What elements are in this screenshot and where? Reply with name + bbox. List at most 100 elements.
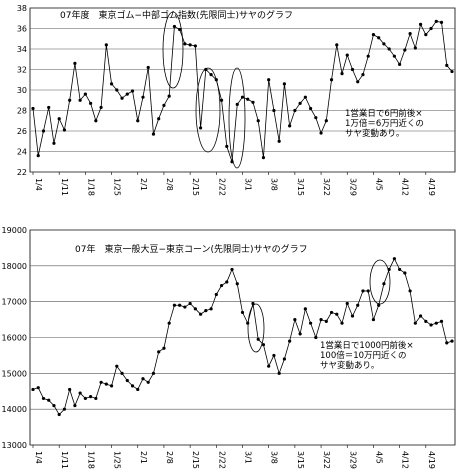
point [219, 283, 224, 288]
point [188, 43, 192, 47]
point [324, 119, 328, 123]
point [288, 339, 292, 343]
point [62, 407, 67, 411]
point [240, 310, 245, 315]
x-tick-label: 3/1 [244, 451, 253, 464]
point [261, 343, 266, 347]
x-tick-label: 2/22 [217, 451, 226, 469]
point [57, 117, 61, 121]
point [115, 88, 119, 92]
point [214, 292, 218, 297]
point [83, 92, 87, 96]
point [314, 116, 318, 120]
x-tick-label: 1/18 [86, 451, 95, 469]
point [408, 289, 412, 293]
point [251, 301, 255, 306]
point [141, 377, 145, 381]
point [78, 98, 82, 102]
point [125, 92, 129, 96]
point [366, 289, 370, 293]
point [429, 26, 433, 31]
x-tick-label: 4/19 [427, 178, 436, 196]
point [303, 307, 307, 311]
point [277, 139, 281, 143]
y-tick-label: 24 [17, 148, 27, 157]
point [47, 105, 51, 110]
y-tick-label: 16000 [2, 334, 27, 343]
x-tick-label: 3/1 [244, 178, 253, 191]
point [41, 129, 46, 133]
point [272, 108, 276, 113]
x-tick-label: 3/29 [348, 451, 357, 469]
point [104, 43, 108, 47]
point [136, 119, 140, 123]
point [193, 44, 197, 48]
x-tick-label: 1/25 [113, 451, 122, 469]
point [303, 95, 307, 99]
point [267, 78, 271, 82]
point [130, 89, 135, 93]
x-tick-label: 1/11 [60, 178, 69, 196]
point [94, 119, 98, 123]
chart-title: 07年度 東京ゴム−中部ゴム指数(先限同士)サヤのグラフ [60, 9, 293, 21]
point [115, 364, 119, 368]
point [398, 267, 402, 272]
annotation: 1万倍＝6万円近くの [345, 118, 424, 129]
x-tick-label: 1/11 [60, 451, 69, 469]
x-tick-label: 3/15 [296, 178, 305, 196]
x-tick-label: 3/8 [270, 178, 279, 191]
annotation: サヤ変動あり。 [345, 128, 404, 139]
x-tick-label: 2/15 [191, 178, 200, 196]
point [146, 65, 150, 70]
point [298, 332, 302, 336]
point [73, 403, 77, 408]
y-tick-label: 28 [17, 107, 27, 116]
point [424, 33, 428, 37]
point [183, 305, 187, 309]
x-tick-label: 1/18 [86, 178, 95, 196]
point [377, 303, 381, 307]
point [162, 103, 166, 107]
chart-title: 07年 東京一般大豆−東京コーン(先限同士)サヤのグラフ [75, 243, 308, 255]
point [319, 131, 323, 135]
point [151, 132, 156, 136]
point [162, 346, 166, 350]
point [350, 314, 355, 318]
point [120, 371, 124, 375]
point [68, 98, 72, 102]
point [439, 319, 444, 323]
point [418, 314, 423, 318]
point [52, 141, 56, 145]
point [408, 32, 412, 36]
point [256, 337, 260, 341]
point [89, 395, 93, 399]
point [392, 54, 396, 58]
point [31, 387, 35, 392]
point [36, 154, 40, 158]
point [240, 95, 245, 99]
chart: 13000 14000 15000 16000 17000 18000 19000 1/4 1/… [2, 226, 456, 469]
x-tick-label: 4/5 [374, 451, 383, 464]
point [256, 119, 260, 123]
point [340, 321, 344, 325]
annotation: サヤ変動あり。 [320, 360, 379, 371]
point [225, 280, 229, 284]
point [146, 380, 150, 384]
point [308, 106, 313, 111]
point [36, 386, 40, 390]
point [183, 42, 187, 46]
point [178, 303, 182, 307]
y-tick-label: 32 [17, 66, 27, 75]
point [167, 321, 171, 325]
point [251, 100, 255, 104]
point [199, 126, 203, 130]
point [403, 271, 407, 275]
charts: 22 24 26 28 30 32 34 36 38 1/4 1/11 1/18 1/25 2/1 2/8 2… [2, 4, 456, 469]
point [157, 117, 161, 121]
y-tick-label: 17000 [2, 298, 27, 307]
point [445, 341, 449, 345]
annotation: 1営業日で6円前後× [345, 108, 422, 119]
point [288, 124, 292, 128]
point [199, 312, 203, 316]
ellipse [228, 67, 246, 169]
